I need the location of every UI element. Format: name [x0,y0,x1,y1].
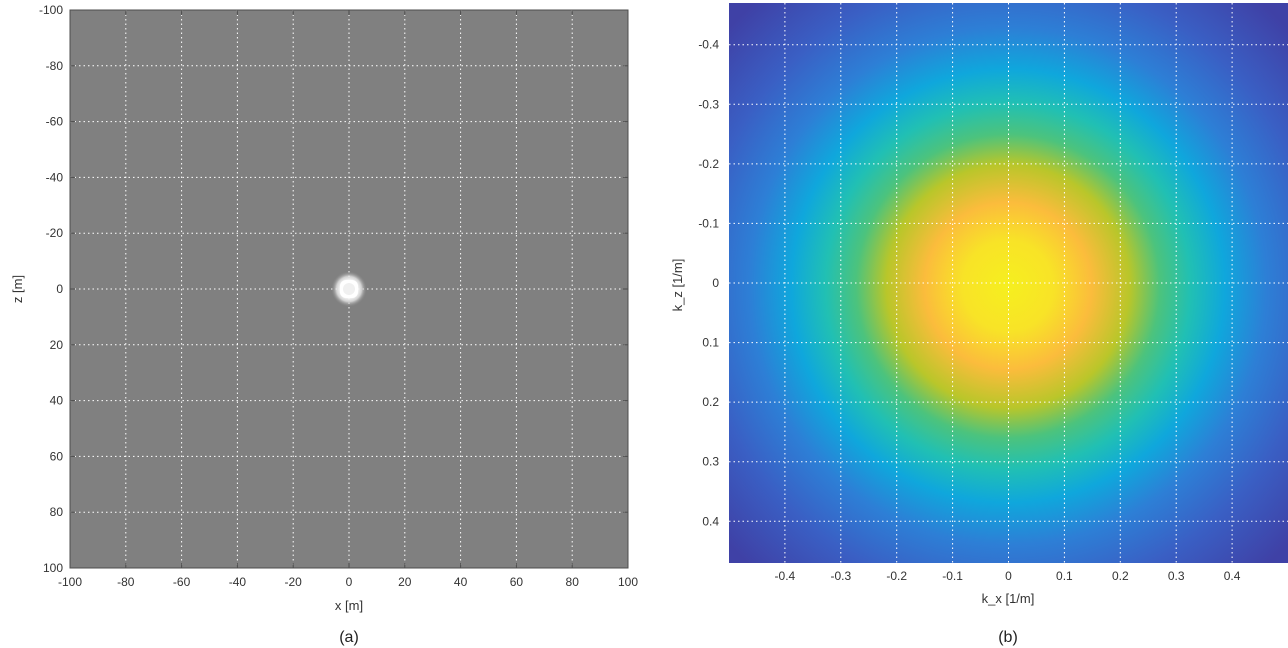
x-tick-label: -40 [229,575,247,589]
y-tick-label: -80 [46,59,64,73]
panel-a-y-label: z [m] [10,275,25,303]
y-tick-label: -0.2 [698,157,719,171]
panel-b-x-ticks: -0.4 -0.3 -0.2 -0.1 0 0.1 0.2 0.3 0.4 [775,569,1241,583]
panel-a-x-label: x [m] [335,598,363,613]
y-tick-label: 80 [50,505,64,519]
x-tick-label: -0.1 [942,569,963,583]
x-tick-label: -0.3 [830,569,851,583]
bright-spot [331,271,367,307]
panel-a: -100 -80 -60 -40 -20 0 20 40 60 80 100 -100-80-60-… [10,3,638,646]
y-tick-label: -0.4 [698,38,719,52]
y-tick-label: 40 [50,394,64,408]
x-tick-label: -100 [58,575,82,589]
y-tick-label: 0.3 [702,455,719,469]
x-tick-label: 0.2 [1112,569,1129,583]
x-tick-label: 20 [398,575,412,589]
y-tick-label: -0.1 [698,216,719,230]
x-tick-label: 0.3 [1168,569,1185,583]
x-tick-label: 0.1 [1056,569,1073,583]
x-tick-label: -80 [117,575,135,589]
y-tick-label: -20 [46,226,64,240]
y-tick-label: 0 [712,276,719,290]
x-tick-label: 80 [566,575,580,589]
y-tick-label: -60 [46,115,64,129]
y-tick-label: -0.3 [698,97,719,111]
x-tick-label: 0 [1005,569,1012,583]
x-tick-label: -60 [173,575,191,589]
panel-a-x-ticks: -100 -80 -60 -40 -20 0 20 40 60 80 100 [58,10,638,589]
panel-b-x-label: k_x [1/m] [982,591,1035,606]
y-tick-label: -100 [39,3,63,17]
y-tick-label: 20 [50,338,64,352]
panel-b-caption: (b) [998,629,1018,646]
x-tick-label: 60 [510,575,524,589]
y-tick-label: 0.4 [702,514,719,528]
x-tick-label: -0.4 [775,569,796,583]
y-tick-label: 0 [56,282,63,296]
panel-b: -0.4 -0.3 -0.2 -0.1 0 0.1 0.2 0.3 0.4 -0.4-0.3-0… [670,3,1288,646]
panel-b-y-ticks: -0.4 -0.3 -0.2 -0.1 0 0.1 0.2 0.3 0.4 [698,38,719,529]
y-tick-label: 0.1 [702,336,719,350]
x-tick-label: 0 [346,575,353,589]
y-tick-label: 100 [43,561,63,575]
x-tick-label: 100 [618,575,638,589]
x-tick-label: 40 [454,575,468,589]
x-tick-label: 0.4 [1224,569,1241,583]
panel-a-grid [70,10,628,568]
x-tick-label: -20 [285,575,303,589]
y-tick-label: 0.2 [702,395,719,409]
panel-b-y-label: k_z [1/m] [670,259,685,312]
panel-a-y-ticks: -100 -80 -60 -40 -20 0 20 40 60 80 100 [39,3,628,575]
x-tick-label: -0.2 [886,569,907,583]
y-tick-label: -40 [46,170,64,184]
bright-spot-center [343,283,355,295]
panel-a-caption: (a) [339,629,359,646]
panel-b-grid [729,3,1288,563]
y-tick-label: 60 [50,449,64,463]
